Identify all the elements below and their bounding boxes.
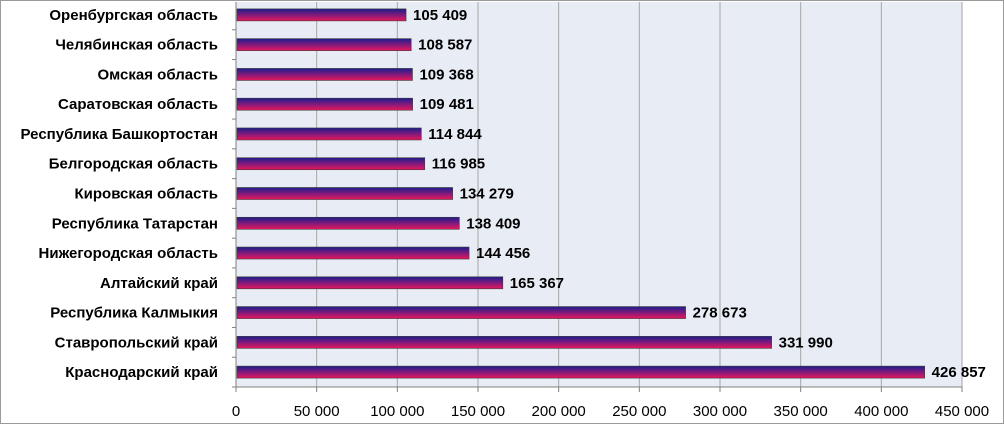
- value-label: 144 456: [476, 245, 530, 262]
- category-label: Республика Татарстан: [52, 215, 218, 232]
- category-label: Оренбургская область: [49, 7, 218, 24]
- value-label: 331 990: [779, 334, 833, 351]
- x-tick-label: 300 000: [693, 403, 747, 420]
- x-tick-label: 100 000: [370, 403, 424, 420]
- x-tick-label: 250 000: [612, 403, 666, 420]
- bar: [236, 187, 453, 200]
- value-label: 116 985: [432, 156, 485, 173]
- value-label: 134 279: [460, 186, 514, 203]
- bar: [236, 365, 925, 379]
- value-label: 426 857: [932, 364, 986, 381]
- bar: [236, 246, 470, 260]
- bar: [236, 216, 460, 230]
- value-label: 165 367: [510, 275, 564, 292]
- bar: [236, 127, 422, 141]
- bar: [236, 306, 686, 319]
- category-label: Белгородская область: [49, 156, 218, 173]
- bar: [236, 276, 504, 290]
- category-label: Республика Калмыкия: [50, 305, 218, 322]
- value-label: 278 673: [693, 305, 747, 322]
- category-label: Челябинская область: [55, 37, 218, 54]
- category-label: Алтайский край: [100, 275, 218, 292]
- value-label: 138 409: [466, 215, 520, 232]
- bar: [236, 157, 426, 171]
- value-label: 105 409: [413, 7, 467, 24]
- bar: [236, 68, 413, 81]
- bar: [236, 336, 772, 349]
- bar: [236, 38, 412, 51]
- category-label: Краснодарский край: [65, 364, 218, 381]
- x-tick-label: 50 000: [294, 403, 340, 420]
- x-tick-label: 450 000: [935, 403, 989, 420]
- category-label: Ставропольский край: [55, 334, 218, 351]
- category-label: Нижегородская область: [39, 245, 218, 262]
- value-label: 108 587: [418, 37, 472, 54]
- category-label: Омская область: [97, 66, 218, 83]
- value-label: 114 844: [428, 126, 482, 143]
- x-tick-label: 200 000: [532, 403, 586, 420]
- category-label: Республика Башкортостан: [21, 126, 218, 143]
- x-tick-label: 0: [232, 403, 240, 420]
- x-tick-label: 150 000: [451, 403, 505, 420]
- value-label: 109 368: [419, 66, 473, 83]
- bar: [236, 97, 413, 111]
- bar: [236, 8, 407, 22]
- category-label: Кировская область: [75, 186, 219, 203]
- x-tick-label: 400 000: [854, 403, 908, 420]
- x-tick-label: 350 000: [774, 403, 828, 420]
- value-label: 109 481: [420, 96, 474, 113]
- category-label: Саратовская область: [58, 96, 218, 113]
